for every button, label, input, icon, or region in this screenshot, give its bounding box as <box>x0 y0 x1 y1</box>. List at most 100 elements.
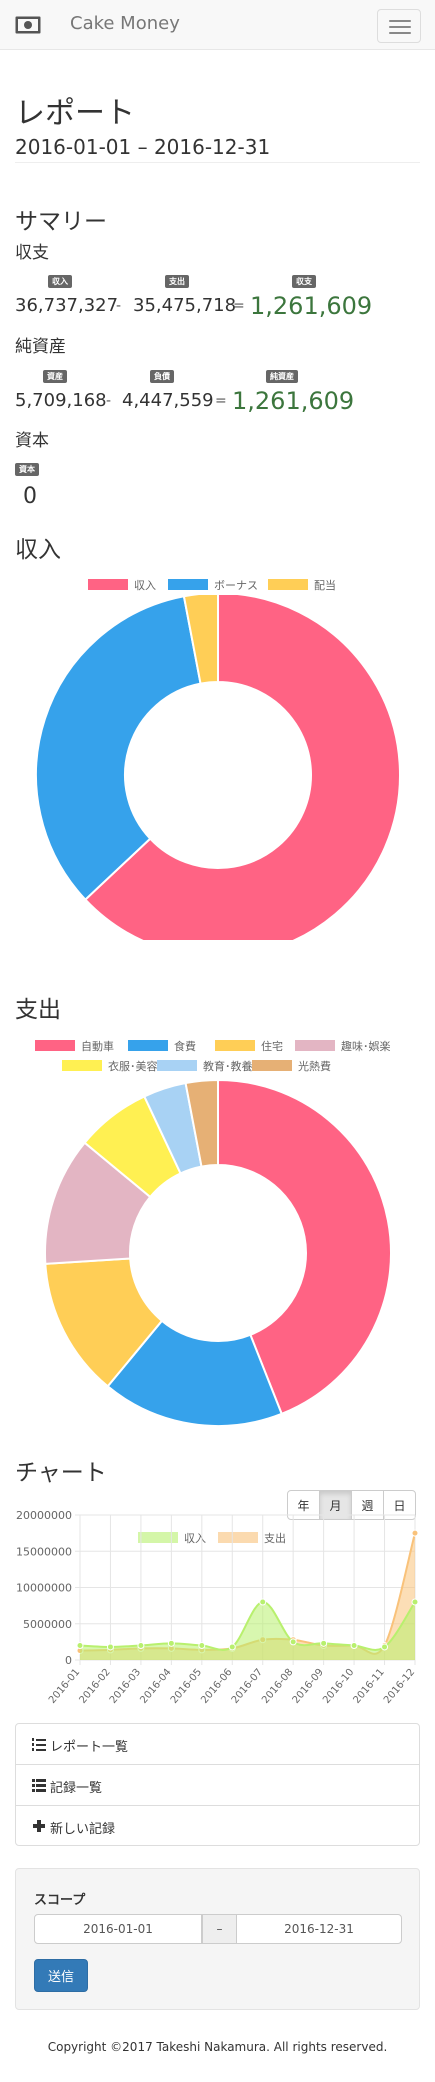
income-badge: 収入 <box>48 275 72 288</box>
legend-label: 収入 <box>184 1532 206 1545</box>
expense-badge: 支出 <box>165 275 189 288</box>
date-range: 2016-01-01 – 2016-12-31 <box>15 135 271 159</box>
series-point[interactable] <box>289 1638 297 1646</box>
x-tick-label: 2016-01 <box>47 1667 82 1706</box>
nav-list: レポート一覧 記録一覧 新しい記録 <box>15 1723 420 1846</box>
x-tick-label: 2016-05 <box>169 1667 204 1706</box>
series-point[interactable] <box>76 1642 84 1649</box>
net-assets-label: 純資産 <box>15 337 66 357</box>
income-total: 36,737,327 <box>15 295 119 316</box>
donut-slice[interactable] <box>83 595 401 940</box>
x-tick-label: 2016-04 <box>138 1667 173 1706</box>
y-tick-label: 15000000 <box>16 1545 72 1558</box>
series-point[interactable] <box>350 1642 358 1649</box>
list-ol-icon <box>32 1738 46 1751</box>
donut-slice[interactable] <box>35 595 202 902</box>
donut-slice[interactable] <box>182 595 219 685</box>
minus-sign: - <box>106 393 112 409</box>
x-tick-label: 2016-08 <box>260 1667 295 1706</box>
report-list-label: レポート一覧 <box>50 1740 129 1755</box>
expense-total: 35,475,718 <box>133 295 237 316</box>
legend-swatch <box>88 579 128 590</box>
scope-end-input[interactable]: 2016-12-31 <box>236 1914 402 1944</box>
balance-label: 収支 <box>15 243 49 263</box>
submit-button[interactable]: 送信 <box>34 1959 88 1992</box>
donut-slice[interactable] <box>217 1080 392 1416</box>
series-point[interactable] <box>259 1598 267 1606</box>
divider <box>15 162 420 163</box>
legend-label: ボーナス <box>214 579 258 592</box>
capital-label: 資本 <box>15 431 49 451</box>
net-assets-total: 1,261,609 <box>232 387 355 415</box>
y-tick-label: 0 <box>65 1654 72 1667</box>
brand-name[interactable]: Cake Money <box>70 13 180 34</box>
record-list-link[interactable]: 記録一覧 <box>16 1765 419 1806</box>
chart-heading: チャート <box>15 1460 107 1486</box>
legend-label: 支出 <box>264 1532 286 1545</box>
series-point[interactable] <box>106 1643 114 1651</box>
x-tick-label: 2016-07 <box>230 1667 265 1706</box>
income-donut-chart <box>35 595 401 940</box>
x-tick-label: 2016-02 <box>77 1667 112 1706</box>
legend-label: 収入 <box>134 579 156 592</box>
x-tick-label: 2016-03 <box>108 1667 143 1706</box>
plus-icon <box>33 1820 45 1832</box>
record-list-label: 記録一覧 <box>50 1781 103 1796</box>
donut-slice[interactable] <box>184 1080 219 1168</box>
list-icon <box>32 1779 46 1792</box>
capital-total: 0 <box>23 484 37 509</box>
menu-toggle-button[interactable] <box>377 9 421 43</box>
scope-title: スコープ <box>34 1893 86 1908</box>
x-tick-label: 2016-12 <box>382 1667 417 1706</box>
legend-swatch <box>215 1040 255 1051</box>
footer-copyright: Copyright ©2017 Takeshi Nakamura. All ri… <box>47 2040 388 2054</box>
legend-swatch <box>168 579 208 590</box>
legend-swatch <box>268 579 308 590</box>
legend-swatch <box>295 1040 335 1051</box>
income-expense-area-chart: 050000001000000015000000200000002016-012… <box>16 1509 419 1706</box>
legend-swatch <box>128 1040 168 1051</box>
expense-donut-chart <box>44 1080 392 1427</box>
liabilities-total: 4,447,559 <box>122 390 214 411</box>
balance-badge: 収支 <box>292 275 316 288</box>
report-list-link[interactable]: レポート一覧 <box>16 1724 419 1765</box>
banknote-icon[interactable] <box>15 16 41 34</box>
legend-swatch <box>157 1060 197 1071</box>
expense-heading: 支出 <box>15 997 61 1023</box>
legend-label: 光熱費 <box>298 1060 331 1073</box>
assets-badge: 資産 <box>43 370 67 383</box>
legend-label: 住宅 <box>261 1040 283 1053</box>
series-point[interactable] <box>228 1643 236 1651</box>
x-tick-label: 2016-11 <box>352 1667 387 1706</box>
scope-range-separator: – <box>202 1914 237 1944</box>
series-point[interactable] <box>411 1529 419 1537</box>
x-tick-label: 2016-09 <box>291 1667 326 1706</box>
new-record-link[interactable]: 新しい記録 <box>16 1806 419 1847</box>
legend-label: 配当 <box>314 579 336 592</box>
y-tick-label: 10000000 <box>16 1582 72 1595</box>
assets-total: 5,709,168 <box>15 390 107 411</box>
x-tick-label: 2016-10 <box>321 1667 356 1706</box>
income-heading: 収入 <box>15 537 61 563</box>
legend-label: 食費 <box>174 1040 196 1053</box>
net-assets-badge: 純資産 <box>266 370 298 383</box>
legend-swatch <box>252 1060 292 1071</box>
series-area <box>80 1601 415 1660</box>
legend-swatch <box>138 1532 178 1543</box>
series-point[interactable] <box>381 1643 389 1651</box>
legend-swatch <box>218 1532 258 1543</box>
legend-swatch <box>35 1040 75 1051</box>
y-tick-label: 20000000 <box>16 1509 72 1522</box>
series-point[interactable] <box>137 1642 145 1649</box>
scope-start-input[interactable]: 2016-01-01 <box>34 1914 202 1944</box>
x-tick-label: 2016-06 <box>199 1667 234 1706</box>
legend-label: 自動車 <box>81 1040 114 1053</box>
legend-swatch <box>62 1060 102 1071</box>
new-record-label: 新しい記録 <box>50 1822 116 1837</box>
summary-heading: サマリー <box>15 209 107 235</box>
equals-sign: = <box>233 298 245 314</box>
series-point[interactable] <box>320 1639 328 1647</box>
series-point[interactable] <box>411 1598 419 1606</box>
series-point[interactable] <box>198 1642 206 1649</box>
series-point[interactable] <box>167 1639 175 1647</box>
